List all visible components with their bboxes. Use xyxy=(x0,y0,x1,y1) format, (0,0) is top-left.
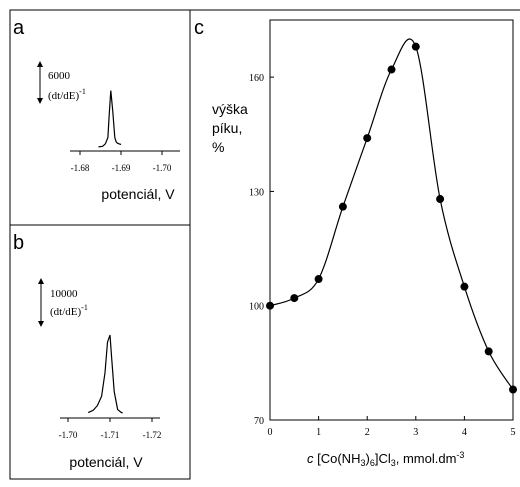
panel-c-data-point xyxy=(509,385,517,394)
panel-c-x-tick-label: 1 xyxy=(316,427,321,438)
panel-c-data-point xyxy=(338,202,347,211)
panel-b-x-tick-label: -1.72 xyxy=(143,430,162,440)
panel-a-scale-bar xyxy=(37,61,43,104)
panel-b-x-tick-label: -1.70 xyxy=(59,430,78,440)
panel-c-points xyxy=(266,42,517,394)
panel-b-x-tick-label: -1.71 xyxy=(101,430,120,440)
panel-b-trace xyxy=(87,334,123,414)
panel-b-xlabel: potenciál, V xyxy=(69,454,143,470)
panel-c-ylabel-line-2: píku, xyxy=(212,120,242,136)
panel-b-frame xyxy=(9,224,191,480)
panel-c-data-point xyxy=(363,134,372,143)
panel-c-y-tick-label: 130 xyxy=(249,187,264,198)
panel-a-ticks: -1.68 -1.69 -1.70 xyxy=(71,151,172,173)
panel-c-ylabel-line-3: % xyxy=(212,139,224,155)
panel-c-data-point xyxy=(266,301,274,310)
panel-a-x-tick-label: -1.70 xyxy=(153,163,172,173)
panel-b-scale-value: 10000 xyxy=(50,288,78,300)
panel-c-data-point xyxy=(484,347,493,356)
panel-a-scale-unit: (dt/dE)-1 xyxy=(48,87,86,102)
panel-c-data-point xyxy=(436,195,445,204)
panel-c-x-tick-label: 3 xyxy=(413,427,418,438)
panel-c-x-tick-label: 5 xyxy=(511,427,516,438)
panel-c-data-point xyxy=(411,42,420,51)
panel-c-x-tick-label: 0 xyxy=(268,427,273,438)
panel-c-xlabel: c [Co(NH3)6]Cl3, mmol.dm-3 xyxy=(307,450,464,468)
panel-c-letter: c xyxy=(194,17,204,39)
panel-c-data-point xyxy=(314,275,323,284)
panel-a-scale-value: 6000 xyxy=(48,70,71,82)
panel-a-xlabel: potenciál, V xyxy=(101,186,175,202)
panel-c-x-tick-label: 4 xyxy=(462,427,467,438)
panel-b-letter: b xyxy=(13,232,24,254)
panel-a-x-tick-label: -1.68 xyxy=(71,163,90,173)
panel-c-data-point xyxy=(460,282,469,291)
panel-b-scale-unit: (dt/dE)-1 xyxy=(50,303,88,318)
panel-c-data-point xyxy=(387,65,396,74)
panel-c-data-point xyxy=(290,294,299,303)
panel-a-trace xyxy=(98,90,122,148)
panel-b-ticks: -1.70 -1.71 -1.72 xyxy=(59,418,162,440)
panel-c-plot-frame xyxy=(269,19,514,421)
panel-a-letter: a xyxy=(13,17,25,39)
panel-c-x-tick-label: 2 xyxy=(365,427,370,438)
panel-c-ylabel-line-1: výška xyxy=(212,101,248,117)
panel-a-x-tick-label: -1.69 xyxy=(112,163,131,173)
panel-c-y-tick-label: 100 xyxy=(249,302,264,313)
panel-b-scale-bar xyxy=(38,278,44,327)
panel-c-x-ticks: 0 1 2 3 4 5 xyxy=(268,416,516,438)
panel-c-curve xyxy=(269,38,514,390)
panel-c-y-tick-label: 160 xyxy=(249,73,264,84)
panel-c-y-tick-label: 70 xyxy=(254,416,264,427)
